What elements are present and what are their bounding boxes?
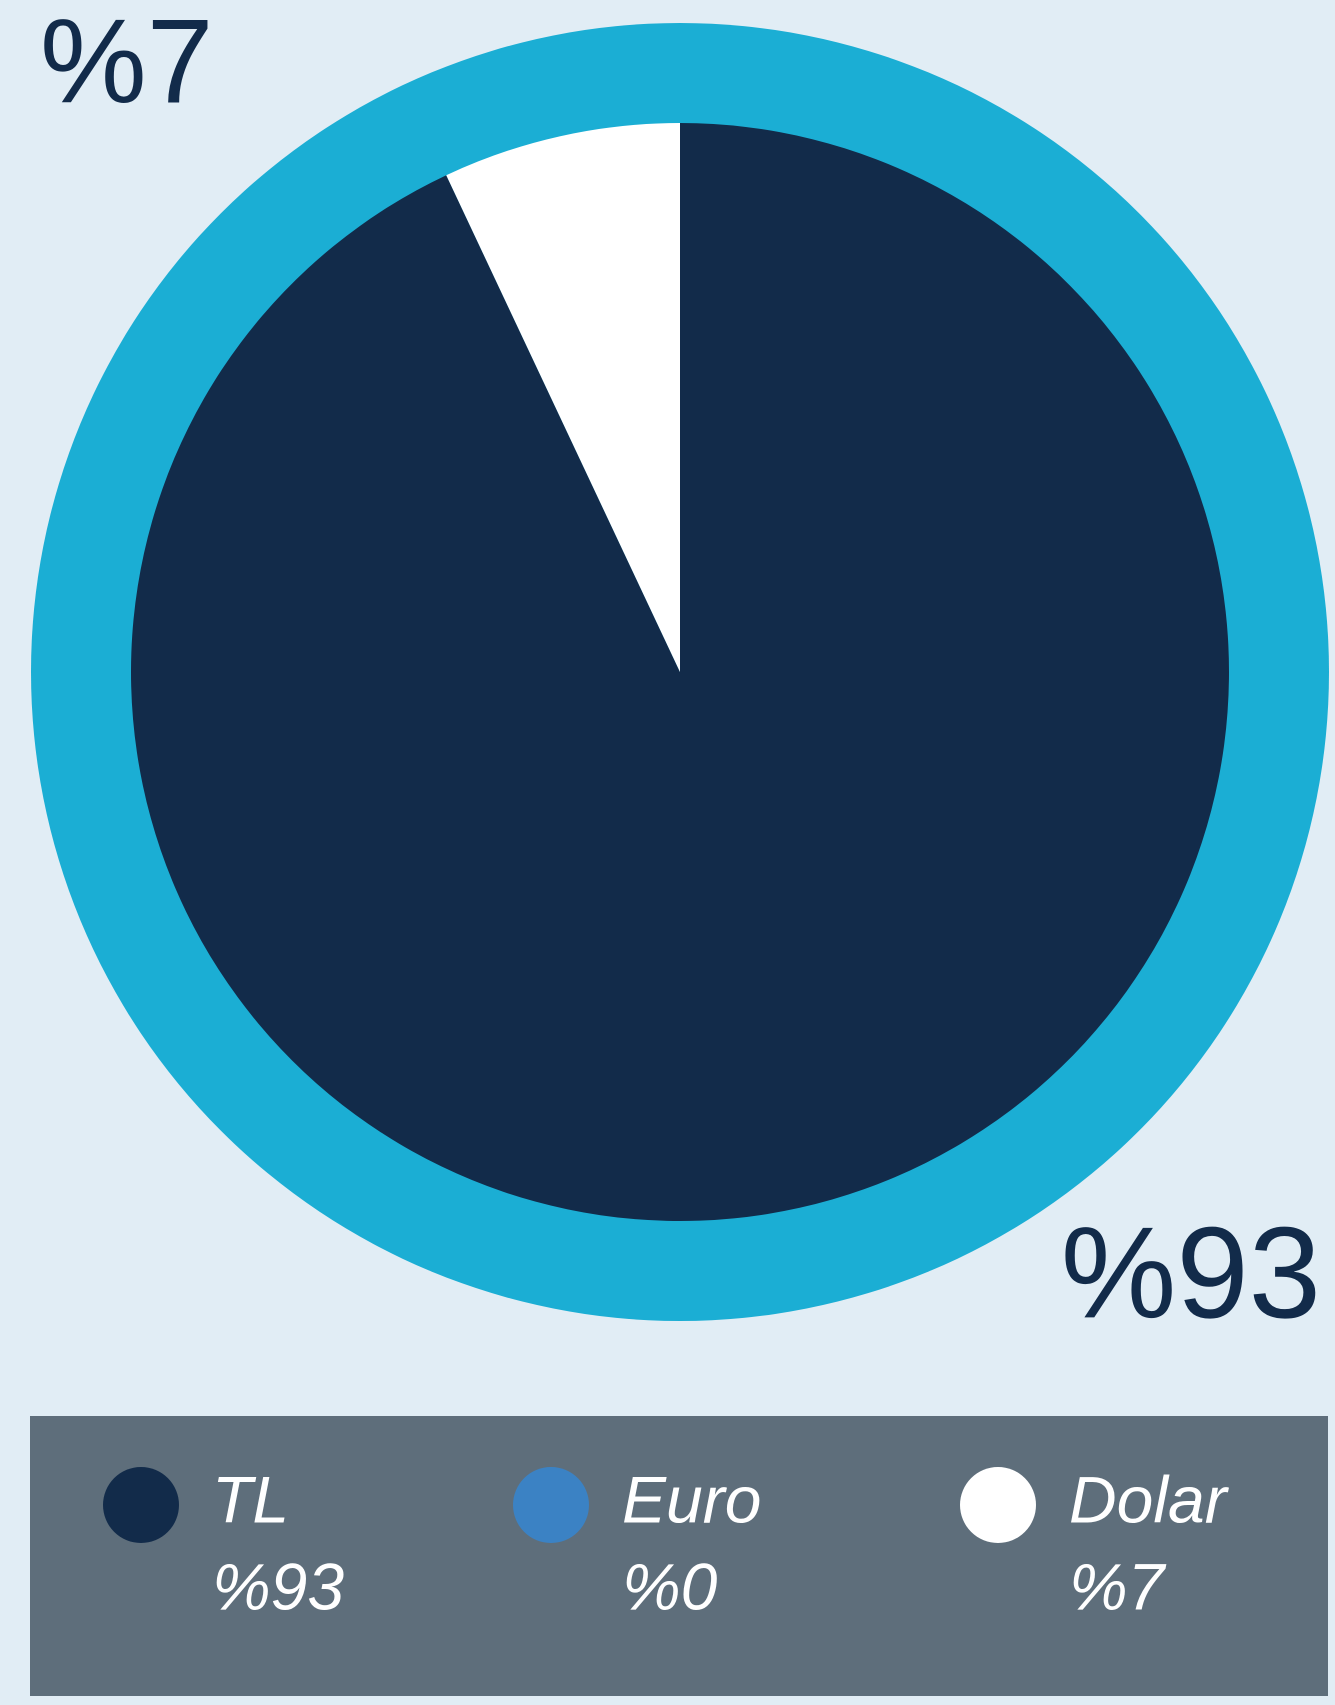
legend: [30, 1416, 1328, 1696]
slice-label: %93: [1061, 1199, 1321, 1345]
legend-swatch: [103, 1467, 179, 1543]
pie-slice: [130, 123, 1229, 1221]
legend-value: %93: [212, 1549, 344, 1623]
legend-label: Euro: [622, 1462, 761, 1536]
legend-swatch: [513, 1467, 589, 1543]
pie-slice: [446, 123, 680, 672]
slice-label: %7: [40, 0, 213, 129]
legend-label: Dolar: [1069, 1462, 1230, 1536]
legend-label: TL: [212, 1462, 289, 1536]
pie: [130, 123, 1229, 1221]
legend-value: %0: [622, 1549, 718, 1623]
legend-value: %7: [1069, 1549, 1167, 1623]
legend-swatch: [960, 1467, 1036, 1543]
